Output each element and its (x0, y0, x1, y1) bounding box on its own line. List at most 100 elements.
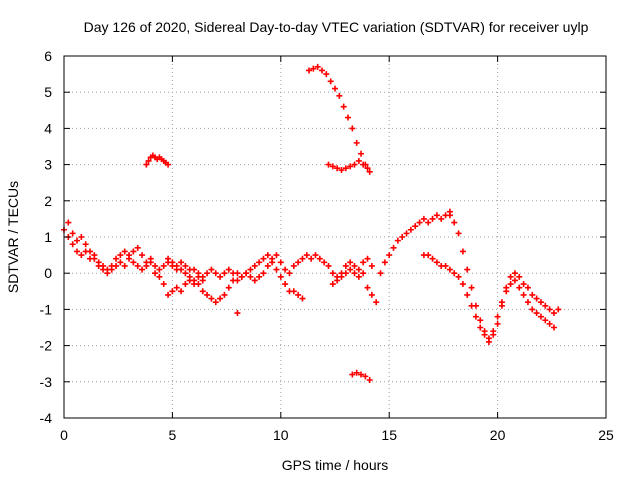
data-point-track-a (221, 270, 228, 277)
data-point-track-a (130, 248, 137, 255)
data-point-track-a (82, 241, 89, 248)
data-point-track-d (243, 270, 250, 277)
x-tick-label: 10 (273, 427, 289, 443)
chart-title: Day 126 of 2020, Sidereal Day-to-day VTE… (84, 19, 589, 35)
data-point-track-a (178, 259, 185, 266)
data-point-track-e (394, 237, 401, 244)
data-point-track-g (503, 288, 510, 295)
data-point-track-b (139, 266, 146, 273)
data-point-mid-band (351, 161, 358, 168)
data-point-track-f (477, 317, 484, 324)
data-point-track-f (550, 310, 557, 317)
data-point-track-e (416, 219, 423, 226)
data-point-track-d (351, 262, 358, 269)
data-point-track-b (74, 248, 81, 255)
data-point-track-b (126, 252, 133, 259)
data-point-track-c (217, 295, 224, 302)
data-point-track-e (407, 226, 414, 233)
data-point-upper-arc (323, 71, 330, 78)
y-tick-label: -1 (40, 301, 53, 317)
data-point-track-e (368, 291, 375, 298)
x-tick-label: 15 (381, 427, 397, 443)
data-point-track-g (442, 262, 449, 269)
data-point-track-f (524, 284, 531, 291)
x-tick-label: 20 (490, 427, 506, 443)
data-point-track-d (264, 262, 271, 269)
data-point-track-g (485, 338, 492, 345)
data-point-track-c (195, 281, 202, 288)
data-point-track-d (329, 270, 336, 277)
data-point-track-c (169, 259, 176, 266)
data-point-upper-arc (349, 125, 356, 132)
data-point-low-cluster (362, 373, 369, 380)
data-point-track-c (295, 291, 302, 298)
data-point-track-b (121, 248, 128, 255)
data-point-track-a (152, 262, 159, 269)
data-point-track-b (113, 255, 120, 262)
data-point-small-cluster (165, 161, 172, 168)
data-point-track-e (347, 266, 354, 273)
data-point-track-g (524, 299, 531, 306)
data-point-track-a (191, 266, 198, 273)
data-point-track-d (321, 259, 328, 266)
data-point-mid-band (347, 163, 354, 170)
data-point-track-c (290, 288, 297, 295)
data-point-track-f (494, 320, 501, 327)
data-point-track-a (156, 266, 163, 273)
data-point-track-e (342, 270, 349, 277)
data-point-track-f (446, 212, 453, 219)
data-point-track-g (490, 328, 497, 335)
x-tick-label: 5 (169, 427, 177, 443)
data-point-track-e (338, 273, 345, 280)
data-point-upper-arc (332, 85, 338, 92)
data-point-track-c (277, 273, 284, 280)
data-point-track-b (169, 288, 176, 295)
data-point-track-c (225, 284, 232, 291)
data-point-track-c (299, 295, 306, 302)
data-point-track-c (221, 291, 228, 298)
data-point-track-a (139, 252, 146, 259)
data-point-track-g (520, 291, 527, 298)
data-point-track-d (286, 270, 293, 277)
data-point-track-g (464, 291, 471, 298)
data-point-track-f (529, 291, 536, 298)
data-point-mid-band (360, 161, 367, 168)
y-tick-label: 0 (44, 265, 52, 281)
data-point-track-g (516, 284, 523, 291)
data-point-track-b (173, 284, 180, 291)
axes: 0 5 10 15 20 25 -4 -3 -2 -1 0 1 2 3 4 5 6 (40, 48, 614, 443)
data-point-mid-band (338, 167, 345, 174)
data-point-track-b (199, 277, 206, 284)
data-point-track-b (178, 288, 185, 295)
data-point-track-e (377, 270, 384, 277)
data-point-track-f (459, 248, 466, 255)
data-point-track-d (295, 259, 302, 266)
data-point-track-e (334, 277, 341, 284)
data-point-track-g (451, 270, 458, 277)
data-point-low-cluster (358, 371, 365, 378)
data-point-mid-band (325, 161, 332, 168)
data-point-track-g (507, 281, 514, 288)
data-point-track-d (316, 255, 323, 262)
data-point-mid-band (355, 157, 362, 164)
data-point-track-d (368, 262, 375, 269)
data-point-upper-arc (340, 103, 347, 110)
data-point-track-d (355, 266, 362, 273)
data-point-track-f (533, 295, 540, 302)
data-point-track-g (455, 273, 462, 280)
data-point-track-g (472, 313, 479, 320)
data-point-upper-arc (318, 67, 325, 74)
data-point-track-c (204, 291, 211, 298)
data-point-track-f (464, 266, 471, 273)
data-point-track-b (165, 291, 172, 298)
data-point-track-f (520, 281, 527, 288)
data-point-track-d (290, 262, 297, 269)
data-point-track-a (117, 259, 124, 266)
y-tick-label: 2 (44, 193, 52, 209)
data-point-track-b (152, 270, 159, 277)
data-point-track-f (555, 306, 562, 313)
data-point-track-d (238, 273, 245, 280)
grid-lines (64, 56, 606, 418)
y-axis-label: SDTVAR / TECUs (5, 181, 21, 293)
